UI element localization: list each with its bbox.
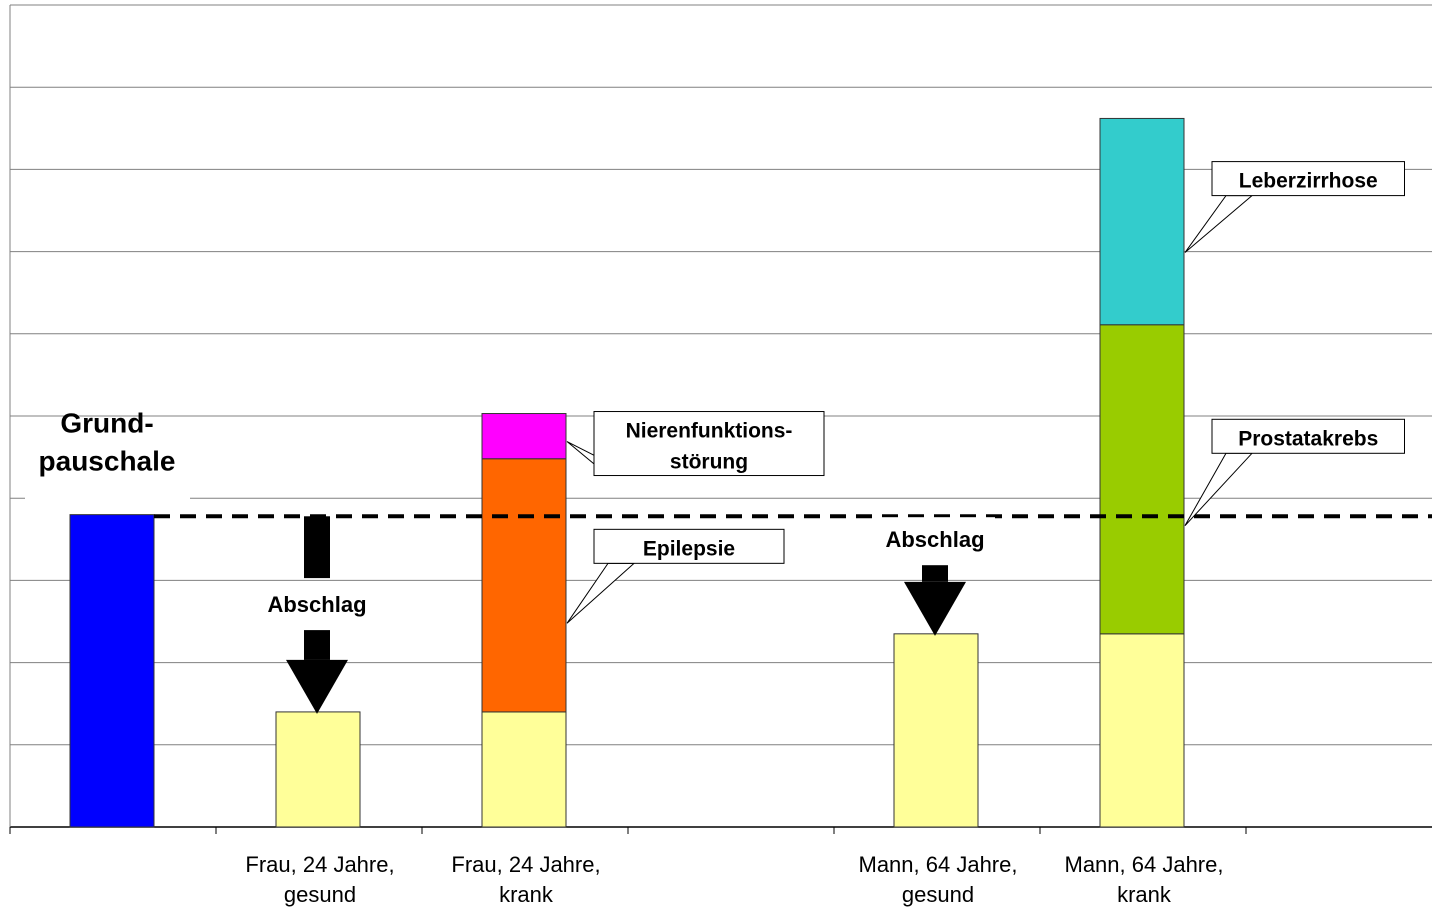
callout-box — [1211, 161, 1405, 197]
arrow-label-bg — [875, 517, 995, 560]
callout-box — [593, 411, 825, 477]
arrow-shaft-lower — [304, 630, 330, 660]
bar-segment — [481, 413, 567, 460]
arrows: Abschlag Abschlag — [257, 516, 995, 714]
callout-label: störung — [670, 451, 748, 474]
base-label: pauschale — [39, 445, 176, 476]
bar-segment — [481, 711, 567, 828]
x-tick-label: Mann, 64 Jahre, — [1065, 852, 1224, 877]
arrow-head — [904, 581, 966, 636]
arrow-label-bg — [257, 582, 377, 625]
x-tick-label: gesund — [284, 882, 356, 907]
x-axis — [9, 827, 1247, 834]
x-tick-label: krank — [1117, 882, 1172, 907]
x-tick-label: Frau, 24 Jahre, — [245, 852, 394, 877]
bar-segment — [1099, 633, 1185, 828]
callout-label: Nierenfunktions- — [626, 420, 793, 443]
arrow-shaft-lower — [922, 565, 948, 582]
callout-box — [1211, 418, 1405, 454]
callout-pointer — [1184, 195, 1254, 253]
callout-box — [593, 528, 785, 564]
base-label-bg — [25, 418, 190, 502]
callout-label: Leberzirrhose — [1239, 170, 1378, 193]
base-label: Grund- — [60, 407, 153, 438]
arrow-label: Abschlag — [267, 592, 366, 617]
bar-segment — [481, 458, 567, 713]
bar-segment — [893, 633, 979, 828]
callouts: Epilepsie Nierenfunktions-störung Prostata… — [566, 161, 1405, 624]
callout-pointer — [1184, 452, 1254, 526]
bar-segment — [275, 711, 361, 828]
arrow-label: Abschlag — [885, 527, 984, 552]
x-tick-label: Frau, 24 Jahre, — [451, 852, 600, 877]
callout-label: Prostatakrebs — [1238, 427, 1378, 450]
category-labels: Grund-pauschale Frau, 24 Jahre, gesund Frau… — [25, 407, 1223, 907]
x-tick-label: krank — [499, 882, 554, 907]
bar-segment — [69, 514, 155, 828]
x-tick-label: gesund — [902, 882, 974, 907]
bar-segment — [1099, 117, 1185, 326]
arrow-shaft-upper — [304, 516, 330, 579]
arrow-head — [286, 659, 348, 714]
bar-segment — [1099, 324, 1185, 635]
bars — [69, 117, 1185, 828]
callout-pointer — [566, 562, 636, 624]
callout-label: Epilepsie — [643, 537, 735, 560]
x-tick-label: Mann, 64 Jahre, — [859, 852, 1018, 877]
